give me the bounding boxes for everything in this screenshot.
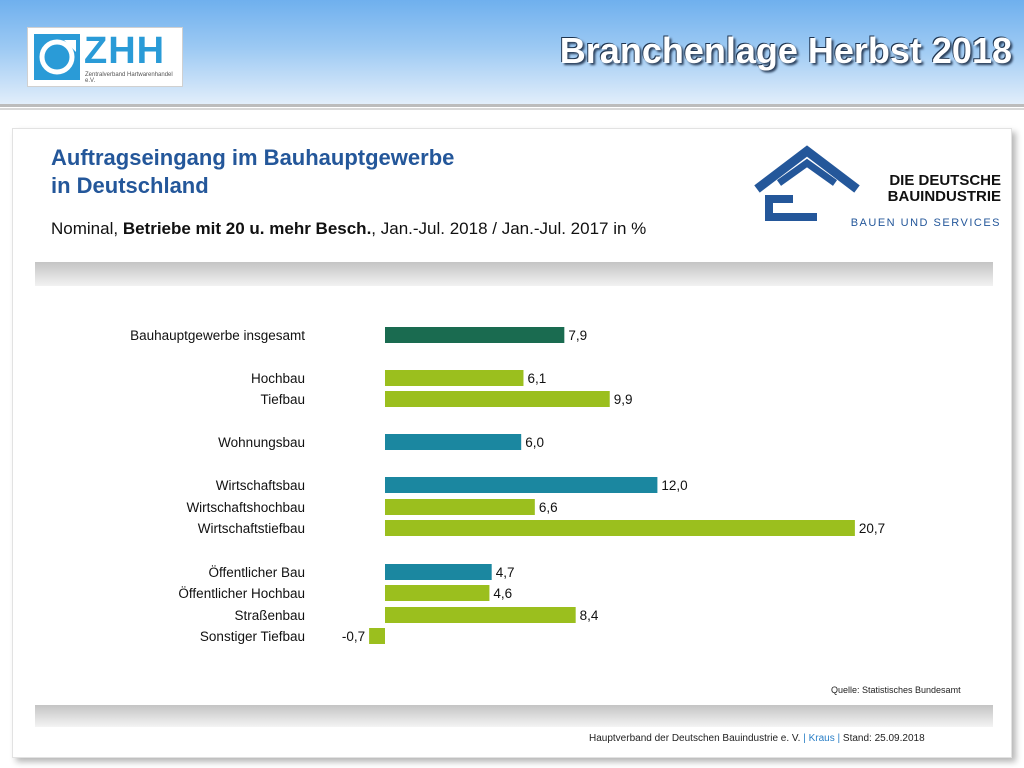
subtitle-prefix: Nominal, xyxy=(51,219,123,238)
header-divider-secondary xyxy=(0,108,1024,110)
bar xyxy=(385,499,535,515)
bar xyxy=(369,628,385,644)
footer-separator: | xyxy=(803,733,806,744)
category-label: Bauhauptgewerbe insgesamt xyxy=(130,328,305,343)
value-label: 6,6 xyxy=(539,500,558,515)
value-label: 4,6 xyxy=(493,586,512,601)
category-label: Wirtschaftshochbau xyxy=(186,500,305,515)
value-label: 6,1 xyxy=(527,371,546,386)
zhh-ring-icon xyxy=(34,34,80,80)
category-label: Wirtschaftstiefbau xyxy=(198,521,305,536)
category-label: Öffentlicher Hochbau xyxy=(178,586,305,601)
bar xyxy=(385,564,492,580)
bar xyxy=(385,477,658,493)
chart-title: Auftragseingang im Bauhauptgewerbe in De… xyxy=(51,144,454,200)
category-label: Wirtschaftsbau xyxy=(216,478,305,493)
bar-chart: Bauhauptgewerbe insgesamt 7,9 Hochbau 6,1 Ti… xyxy=(130,327,885,644)
value-label: 4,7 xyxy=(496,565,515,580)
category-label: Hochbau xyxy=(251,371,305,386)
bauindustrie-logo-text: DIE DEUTSCHE BAUINDUSTRIE xyxy=(861,173,1001,205)
value-label: 20,7 xyxy=(859,521,885,536)
content-panel: Auftragseingang im Bauhauptgewerbe in De… xyxy=(12,128,1012,758)
footer-date: Stand: 25.09.2018 xyxy=(842,733,925,744)
bar xyxy=(385,434,522,450)
bar xyxy=(385,607,576,623)
footer-author: Kraus xyxy=(808,733,835,744)
house-icon xyxy=(754,145,860,221)
zhh-logo: ZHH Zentralverband Hartwarenhandel e.V. xyxy=(27,27,183,87)
bauindustrie-tagline: BAUEN UND SERVICES xyxy=(850,217,1001,229)
bar xyxy=(385,391,610,407)
footer-credit: Hauptverband der Deutschen Bauindustrie … xyxy=(589,733,925,744)
chart-title-line1: Auftragseingang im Bauhauptgewerbe xyxy=(51,145,455,170)
subtitle-bold: Betriebe mit 20 u. mehr Besch. xyxy=(122,219,372,238)
value-label: 9,9 xyxy=(614,392,633,407)
bauindustrie-logo: DIE DEUTSCHE BAUINDUSTRIE BAUEN UND SERV… xyxy=(751,141,1001,231)
value-label: 8,4 xyxy=(580,608,599,623)
value-label: 6,0 xyxy=(525,435,544,450)
bar xyxy=(385,520,855,536)
value-label: -0,7 xyxy=(342,629,365,644)
bauindustrie-line2: BAUINDUSTRIE xyxy=(887,188,1001,205)
value-label: 7,9 xyxy=(568,328,587,343)
header-divider xyxy=(0,104,1024,107)
source-note: Quelle: Statistisches Bundesamt xyxy=(831,685,961,695)
footer-separator: | xyxy=(837,733,841,744)
chart-subtitle: Nominal, Betriebe mit 20 u. mehr Besch.,… xyxy=(51,219,646,239)
bar xyxy=(385,370,524,386)
chart-bottom-band xyxy=(35,705,993,727)
value-label: 12,0 xyxy=(661,478,687,493)
slide-title: Branchenlage Herbst 2018 xyxy=(559,30,1012,71)
subtitle-suffix: , Jan.-Jul. 2018 / Jan.-Jul. 2017 in % xyxy=(371,219,647,238)
bauindustrie-line1: DIE DEUTSCHE xyxy=(889,172,1001,189)
category-label: Sonstiger Tiefbau xyxy=(200,629,305,644)
bar xyxy=(385,327,565,343)
zhh-logo-letters: ZHH xyxy=(84,30,166,72)
category-label: Straßenbau xyxy=(234,608,305,623)
category-label: Wohnungsbau xyxy=(218,435,305,450)
category-label: Tiefbau xyxy=(260,392,305,407)
chart-top-band xyxy=(35,262,993,286)
category-label: Öffentlicher Bau xyxy=(208,565,305,580)
chart-title-line2: in Deutschland xyxy=(51,173,209,198)
zhh-logo-subtitle: Zentralverband Hartwarenhandel e.V. xyxy=(85,72,173,84)
bar xyxy=(385,585,490,601)
footer-org: Hauptverband der Deutschen Bauindustrie … xyxy=(589,733,801,744)
